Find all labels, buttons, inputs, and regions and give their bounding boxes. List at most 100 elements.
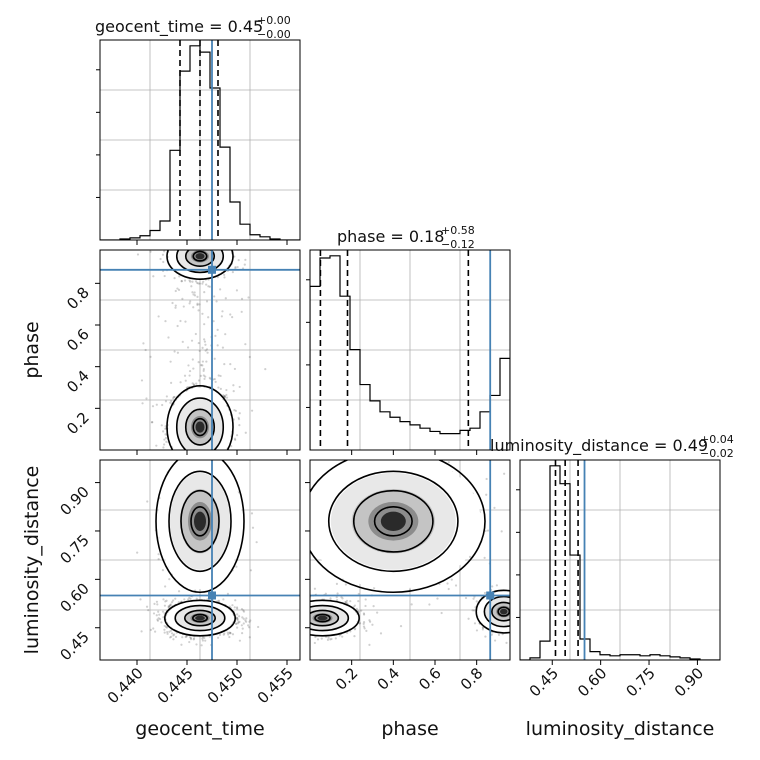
- scatter-point: [242, 241, 244, 243]
- scatter-point: [244, 467, 246, 469]
- scatter-point: [213, 234, 215, 236]
- x-tick-label-geocent-time: 0.445: [154, 664, 197, 707]
- scatter-point: [475, 600, 478, 603]
- scatter-point: [193, 243, 195, 245]
- scatter-point: [517, 599, 519, 601]
- scatter-point: [196, 302, 199, 305]
- scatter-point: [292, 604, 294, 606]
- scatter-point: [286, 614, 288, 616]
- scatter-point: [147, 609, 150, 612]
- scatter-point: [209, 243, 211, 245]
- scatter-point: [201, 246, 203, 248]
- scatter-point: [231, 271, 234, 274]
- scatter-point: [300, 626, 302, 628]
- scatter-point: [485, 477, 488, 481]
- x-label-phase: phase: [381, 718, 438, 740]
- scatter-point: [227, 452, 229, 454]
- scatter-point: [352, 605, 355, 608]
- scatter-point: [188, 243, 190, 245]
- scatter-point: [521, 614, 523, 616]
- scatter-point: [484, 635, 487, 638]
- scatter-point: [308, 609, 310, 611]
- scatter-point: [535, 607, 537, 609]
- scatter-point: [247, 624, 250, 627]
- density-level: [500, 608, 508, 615]
- scatter-point: [155, 600, 159, 603]
- scatter-point: [140, 630, 143, 633]
- panel-frame: [99, 249, 301, 451]
- scatter-point: [196, 453, 198, 455]
- scatter-point: [183, 374, 187, 377]
- scatter-point: [224, 248, 226, 250]
- scatter-point: [511, 604, 513, 606]
- scatter-point: [159, 257, 162, 261]
- scatter-point: [181, 636, 184, 639]
- scatter-point: [195, 382, 198, 385]
- scatter-point: [204, 375, 207, 378]
- scatter-point: [155, 403, 158, 406]
- scatter-point: [163, 250, 166, 253]
- scatter-point: [222, 598, 225, 601]
- scatter-point: [362, 625, 366, 628]
- scatter-point: [186, 237, 188, 239]
- scatter-point: [201, 639, 205, 642]
- scatter-point: [303, 617, 305, 619]
- scatter-point: [436, 597, 439, 600]
- scatter-point: [511, 588, 513, 590]
- scatter-point: [207, 316, 210, 319]
- scatter-point: [191, 291, 194, 294]
- scatter-point: [284, 625, 286, 627]
- scatter-point: [185, 635, 188, 638]
- scatter-point: [222, 232, 224, 234]
- scatter-point: [410, 603, 413, 606]
- scatter-point: [164, 320, 167, 323]
- scatter-point: [175, 451, 177, 453]
- scatter-point: [300, 619, 302, 621]
- scatter-point: [511, 589, 513, 591]
- scatter-point: [221, 346, 225, 349]
- scatter-point: [303, 614, 305, 616]
- scatter-point: [279, 613, 281, 615]
- scatter-point: [233, 606, 236, 609]
- scatter-point: [306, 611, 308, 613]
- scatter-point: [190, 285, 193, 288]
- scatter-point: [167, 605, 170, 608]
- scatter-point: [313, 587, 317, 590]
- scatter-point: [237, 416, 240, 419]
- scatter-point: [526, 602, 528, 604]
- scatter-point: [307, 607, 309, 609]
- scatter-point: [201, 456, 203, 458]
- scatter-point: [371, 623, 374, 626]
- scatter-point: [207, 454, 209, 456]
- scatter-point: [197, 452, 199, 454]
- scatter-point: [515, 598, 517, 600]
- scatter-point: [217, 244, 219, 246]
- scatter-point: [237, 622, 240, 625]
- scatter-point: [214, 334, 217, 337]
- scatter-point: [247, 296, 250, 299]
- scatter-point: [302, 619, 304, 621]
- scatter-point: [178, 246, 180, 248]
- x-tick-label-geocent-time: 0.455: [254, 664, 297, 707]
- scatter-point: [248, 636, 251, 639]
- scatter-point: [178, 453, 180, 455]
- scatter-point: [223, 395, 227, 398]
- density-level: [195, 421, 205, 433]
- scatter-point: [162, 598, 165, 601]
- panel-content: [100, 40, 300, 240]
- scatter-point: [199, 244, 201, 246]
- scatter-point: [206, 450, 208, 452]
- scatter-point: [208, 244, 210, 246]
- scatter-point: [450, 578, 453, 581]
- x-tick-label-phase: 0.2: [332, 664, 362, 694]
- scatter-point: [244, 343, 247, 346]
- scatter-point: [193, 294, 197, 297]
- scatter-point: [525, 607, 527, 609]
- scatter-point: [156, 619, 160, 622]
- scatter-point: [292, 613, 294, 615]
- panel-content: [279, 460, 537, 660]
- scatter-point: [305, 613, 307, 615]
- scatter-point: [183, 237, 185, 239]
- scatter-point: [170, 632, 174, 635]
- scatter-point: [194, 452, 196, 454]
